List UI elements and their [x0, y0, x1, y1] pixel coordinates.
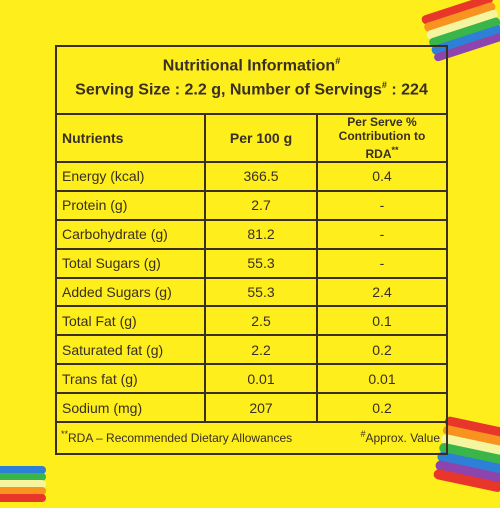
table-row: Total Fat (g) 2.5 0.1 — [57, 305, 446, 337]
per-100g-value: 366.5 — [204, 161, 318, 192]
nutrition-table: Nutrients Per 100 g Per Serve % Contribut… — [57, 113, 446, 423]
rda-value: - — [316, 189, 446, 221]
nutrient-name: Added Sugars (g) — [57, 276, 206, 308]
per-100g-value: 81.2 — [204, 218, 318, 250]
per-100g-value: 0.01 — [204, 363, 318, 394]
candy-top-right — [421, 0, 500, 62]
rda-footnote-text: RDA – Recommended Dietary Allowances — [68, 431, 293, 445]
per-100g-value: 55.3 — [204, 247, 318, 279]
rda-value: 0.1 — [316, 305, 446, 337]
rda-value: 0.01 — [316, 363, 446, 394]
nutrient-name: Protein (g) — [57, 189, 206, 221]
serving-text: Serving Size : 2.2 g, Number of Servings — [75, 81, 382, 99]
table-row: Saturated fat (g) 2.2 0.2 — [57, 334, 446, 366]
title-text: Nutritional Information — [162, 57, 336, 75]
table-row: Added Sugars (g) 55.3 2.4 — [57, 276, 446, 308]
table-row: Total Sugars (g) 55.3- — [57, 247, 446, 279]
approx-footnote: #Approx. Value — [360, 429, 440, 445]
nutrient-name: Total Sugars (g) — [57, 247, 206, 279]
column-header-rda: Per Serve % Contribution to RDA** — [316, 113, 446, 163]
nutrient-name: Carbohydrate (g) — [57, 218, 206, 250]
table-row: Energy (kcal) 366.5 0.4 — [57, 161, 446, 192]
approx-footnote-text: Approx. Value — [365, 431, 441, 445]
rda-footnote-mark: ** — [61, 429, 69, 439]
serving-info: Serving Size : 2.2 g, Number of Servings… — [57, 80, 446, 99]
title-mark: # — [335, 56, 341, 66]
column-header-nutrients: Nutrients — [57, 113, 206, 163]
per-100g-value: 2.2 — [204, 334, 318, 366]
rda-value: 0.4 — [316, 161, 446, 192]
nutrition-title: Nutritional Information# — [57, 56, 446, 75]
table-row: Sodium (mg) 207 0.2 — [57, 392, 446, 423]
servings-count: : 224 — [386, 81, 428, 99]
rda-value: 0.2 — [316, 334, 446, 366]
nutrition-panel: Nutritional Information# Serving Size : … — [55, 45, 448, 455]
nutrient-name: Trans fat (g) — [57, 363, 206, 394]
rda-value: - — [316, 218, 446, 250]
nutrient-name: Energy (kcal) — [57, 161, 206, 192]
rda-mark: ** — [391, 145, 399, 155]
nutrient-name: Saturated fat (g) — [57, 334, 206, 366]
rda-header-line1: Per Serve % — [347, 115, 417, 129]
per-100g-value: 207 — [204, 392, 318, 423]
table-row: Carbohydrate (g) 81.2- — [57, 218, 446, 250]
candy-bottom-left — [0, 466, 46, 502]
nutrient-name: Sodium (mg) — [57, 392, 206, 423]
candy-bottom-right — [433, 416, 500, 492]
rda-value: 2.4 — [316, 276, 446, 308]
per-100g-value: 2.7 — [204, 189, 318, 221]
rda-value: 0.2 — [316, 392, 446, 423]
nutrition-header: Nutritional Information# Serving Size : … — [57, 47, 446, 115]
table-row: Protein (g) 2.7- — [57, 189, 446, 221]
per-100g-value: 2.5 — [204, 305, 318, 337]
rda-header-line2: Contribution to RDA — [338, 129, 426, 161]
per-100g-value: 55.3 — [204, 276, 318, 308]
approx-footnote-mark: # — [360, 429, 366, 439]
column-header-per-100g: Per 100 g — [204, 113, 318, 163]
rda-footnote: **RDA – Recommended Dietary Allowances — [61, 429, 292, 445]
nutrient-name: Total Fat (g) — [57, 305, 206, 337]
rda-value: - — [316, 247, 446, 279]
table-header-row: Nutrients Per 100 g Per Serve % Contribut… — [57, 113, 446, 163]
serving-mark: # — [381, 80, 387, 90]
table-row: Trans fat (g) 0.01 0.01 — [57, 363, 446, 394]
